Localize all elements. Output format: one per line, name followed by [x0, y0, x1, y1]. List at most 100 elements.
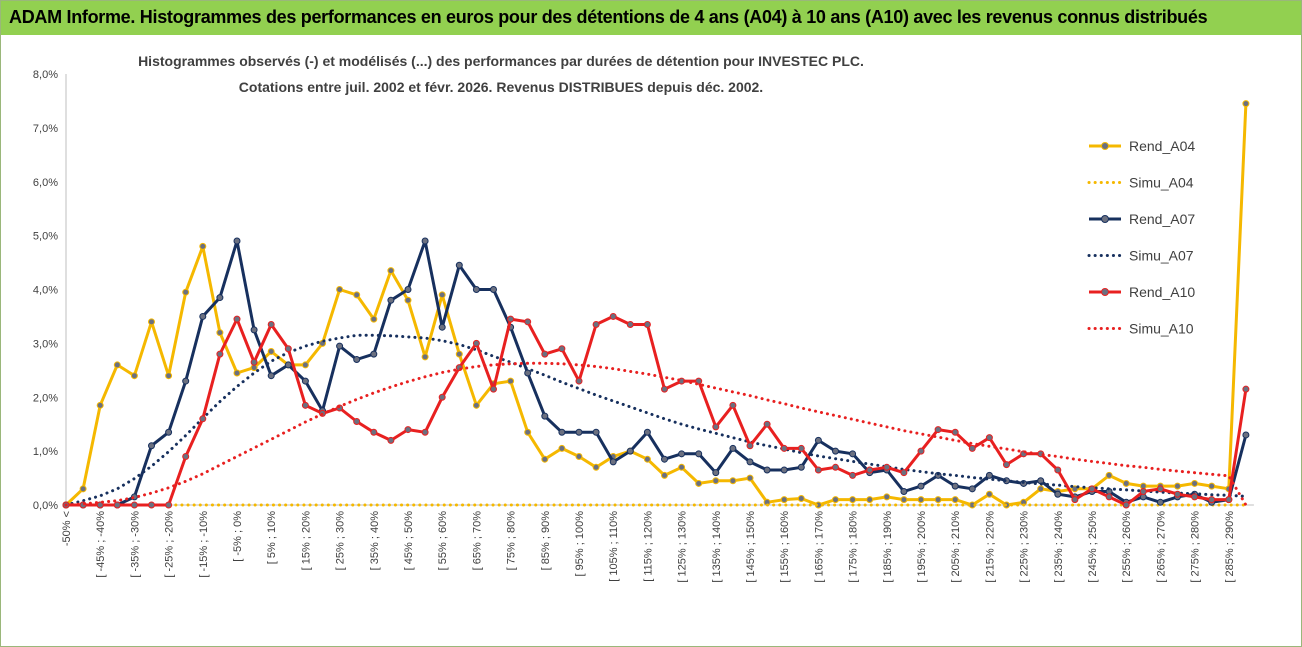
chart-title: Histogrammes observés (-) et modélisés (… — [138, 53, 864, 69]
x-tick-label: [ 205% ; 210% — [950, 511, 962, 583]
point-rend-a04 — [182, 288, 190, 296]
point-rend-a10 — [1088, 485, 1096, 493]
point-rend-a10 — [199, 415, 207, 423]
point-rend-a04 — [643, 455, 651, 463]
point-rend-a10 — [182, 453, 190, 461]
point-rend-a04 — [472, 401, 480, 409]
point-rend-a07 — [353, 356, 361, 364]
point-rend-a10 — [1156, 485, 1164, 493]
point-rend-a07 — [643, 428, 651, 436]
point-rend-a04 — [267, 347, 275, 355]
point-rend-a10 — [387, 436, 395, 444]
legend-label-simu-a07: Simu_A07 — [1129, 248, 1194, 264]
page-title: ADAM Informe. Histogrammes des performan… — [9, 7, 1208, 27]
point-rend-a10 — [1105, 493, 1113, 501]
point-rend-a04 — [917, 496, 925, 504]
point-rend-a10 — [1174, 490, 1181, 498]
point-rend-a07 — [455, 261, 463, 269]
point-rend-a07 — [387, 296, 395, 304]
point-rend-a04 — [524, 428, 532, 436]
x-tick-label: [ 25% ; 30% — [335, 511, 347, 571]
point-rend-a07 — [763, 466, 771, 474]
point-rend-a04 — [438, 291, 446, 299]
series-line-rend-a04 — [64, 103, 1248, 507]
legend-marker-rend-a10 — [1101, 288, 1109, 296]
point-rend-a07 — [678, 450, 686, 458]
x-tick-label: [ 85% ; 90% — [540, 511, 552, 571]
point-rend-a04 — [1191, 479, 1199, 487]
point-rend-a10 — [712, 423, 720, 431]
point-rend-a04 — [370, 315, 378, 323]
point-rend-a07 — [797, 463, 805, 471]
point-rend-a10 — [541, 350, 549, 358]
point-rend-a07 — [199, 312, 207, 320]
point-rend-a04 — [780, 496, 788, 504]
series-line-simu-a10 — [64, 361, 1248, 507]
point-rend-a07 — [148, 442, 155, 450]
point-rend-a10 — [643, 321, 651, 329]
point-rend-a07 — [1242, 431, 1250, 439]
x-tick-label: -50% < — [61, 511, 73, 546]
point-rend-a10 — [438, 393, 446, 401]
legend-label-rend-a04: Rend_A04 — [1129, 138, 1195, 154]
y-tick-label: 3,0% — [33, 338, 58, 350]
point-rend-a04 — [1122, 479, 1130, 487]
y-tick-label: 0,0% — [33, 500, 58, 512]
point-rend-a04 — [1037, 485, 1045, 493]
point-rend-a10 — [490, 385, 497, 393]
point-rend-a04 — [661, 471, 668, 479]
legend: Rend_A04 Simu_A04 Rend_A07 Simu_A07 Rend_A10… — [1087, 138, 1195, 337]
point-rend-a10 — [746, 442, 754, 450]
x-tick-label: [ 125% ; 130% — [677, 511, 689, 583]
x-tick-label: [ 225% ; 230% — [1019, 511, 1031, 583]
point-rend-a10 — [575, 377, 583, 385]
point-rend-a07 — [695, 450, 703, 458]
chart-subtitle: Cotations entre juil. 2002 et févr. 2026… — [239, 79, 763, 95]
x-tick-label: [ 55% ; 60% — [437, 511, 449, 571]
point-rend-a04 — [113, 361, 121, 369]
point-rend-a10 — [626, 321, 634, 329]
x-tick-label: [ 155% ; 160% — [779, 511, 791, 583]
point-rend-a07 — [250, 326, 258, 334]
series-line-rend-a10 — [66, 314, 1248, 507]
x-tick-label: [ -25% ; -20% — [164, 511, 176, 578]
point-rend-a04 — [541, 455, 549, 463]
point-rend-a10 — [1208, 496, 1216, 504]
point-rend-a04 — [883, 493, 891, 501]
point-rend-a10 — [609, 312, 617, 320]
x-tick-label: [ -15% ; -10% — [198, 511, 210, 578]
y-tick-label: 4,0% — [33, 285, 58, 297]
point-rend-a07 — [1156, 498, 1164, 506]
point-rend-a10 — [250, 358, 258, 366]
x-tick-label: [ 105% ; 110% — [608, 511, 620, 582]
point-rend-a04 — [900, 496, 908, 504]
point-rend-a10 — [472, 339, 480, 347]
y-tick-label: 8,0% — [33, 69, 58, 81]
x-tick-label: [ -35% ; -30% — [129, 511, 141, 578]
point-rend-a04 — [301, 361, 309, 369]
point-rend-a10 — [507, 315, 515, 323]
point-rend-a10 — [1139, 488, 1147, 496]
point-rend-a07 — [1054, 490, 1062, 498]
point-rend-a10 — [113, 501, 121, 509]
x-tick-label: [ 235% ; 240% — [1053, 511, 1065, 583]
point-rend-a04 — [336, 286, 344, 293]
x-tick-label: [ 285% ; 290% — [1224, 511, 1236, 583]
point-rend-a10 — [1225, 496, 1233, 504]
y-tick-label: 6,0% — [33, 177, 58, 189]
point-rend-a10 — [763, 420, 771, 428]
point-rend-a10 — [780, 444, 788, 452]
point-rend-a07 — [524, 369, 532, 377]
point-rend-a07 — [900, 488, 908, 496]
point-rend-a07 — [490, 286, 497, 293]
point-rend-a04 — [985, 490, 993, 498]
point-rend-a04 — [695, 479, 703, 487]
point-rend-a10 — [814, 466, 822, 474]
point-rend-a04 — [79, 485, 87, 493]
point-rend-a10 — [165, 501, 173, 509]
point-rend-a07 — [968, 485, 976, 493]
legend-marker-rend-a04 — [1101, 142, 1109, 150]
x-tick-label: [ 275% ; 280% — [1190, 511, 1202, 583]
point-rend-a04 — [729, 477, 737, 485]
